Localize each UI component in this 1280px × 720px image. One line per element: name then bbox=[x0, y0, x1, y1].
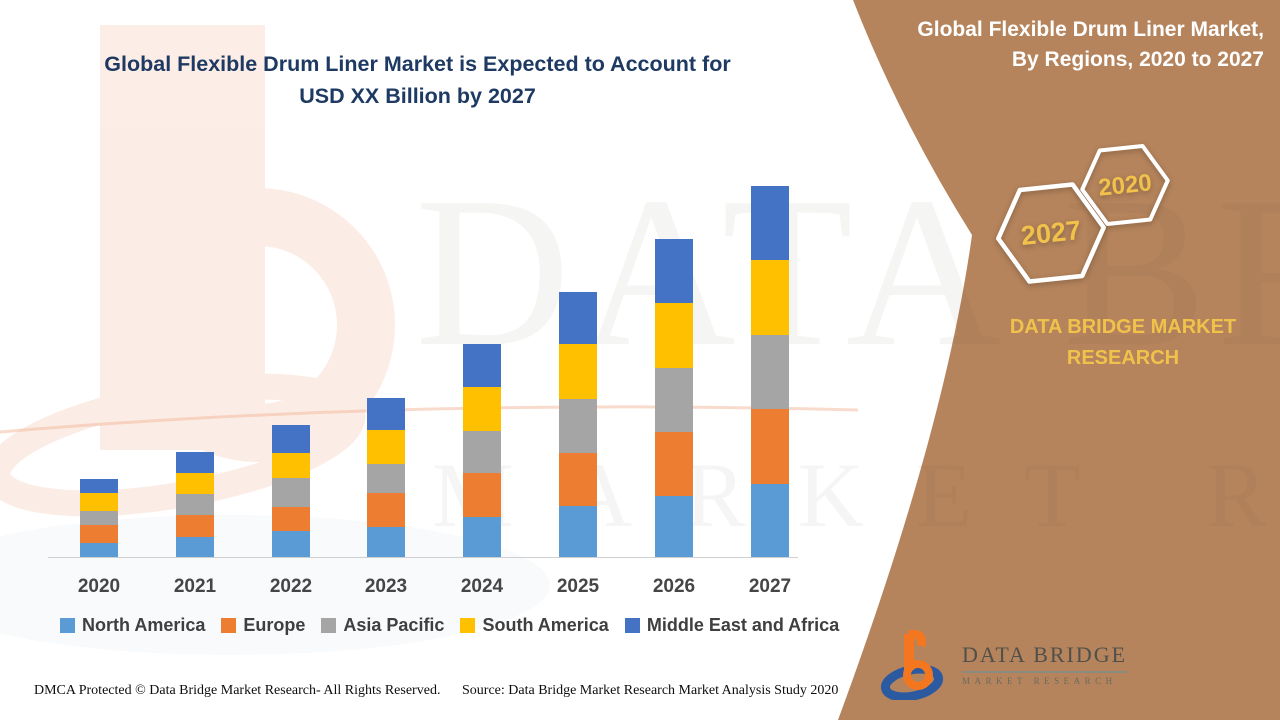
logo-subtitle: MARKET RESEARCH bbox=[962, 676, 1117, 686]
legend-item-asia-pacific: Asia Pacific bbox=[321, 615, 444, 636]
legend-label: Europe bbox=[243, 615, 306, 635]
brand-line1: DATA BRIDGE MARKET bbox=[1009, 316, 1237, 338]
legend-item-north-america: North America bbox=[60, 615, 205, 636]
legend-label: Middle East and Africa bbox=[646, 615, 840, 635]
company-logo-text: DATA BRIDGE MARKET RESEARCH bbox=[962, 628, 1128, 686]
chart-title-line2: USD XX Billion by 2027 bbox=[299, 84, 536, 108]
legend-swatch bbox=[460, 618, 476, 633]
legend-label: Asia Pacific bbox=[343, 615, 445, 635]
hexagon-2020-label: 2020 bbox=[1097, 169, 1153, 201]
x-axis-line bbox=[48, 557, 798, 558]
brand-wordmark: DATA BRIDGE MARKET RESEARCH bbox=[973, 312, 1273, 374]
brand-line2: RESEARCH bbox=[1066, 347, 1180, 369]
panel-title-line2: By Regions, 2020 to 2027 bbox=[1011, 48, 1264, 71]
logo-b-bowl bbox=[903, 660, 933, 690]
legend-item-europe: Europe bbox=[221, 615, 305, 636]
legend-swatch bbox=[624, 618, 640, 633]
chart-title-line1: Global Flexible Drum Liner Market is Exp… bbox=[104, 52, 731, 76]
logo-b-hook bbox=[908, 630, 926, 647]
hexagon-2027-label: 2027 bbox=[1020, 215, 1083, 251]
legend-item-south-america: South America bbox=[460, 615, 609, 636]
legend-swatch bbox=[221, 618, 237, 633]
source-note: Source: Data Bridge Market Research Mark… bbox=[462, 683, 839, 698]
hexagon-2027 bbox=[996, 182, 1106, 284]
panel-title-line1: Global Flexible Drum Liner Market, bbox=[917, 18, 1264, 41]
legend-label: North America bbox=[82, 615, 206, 635]
logo-title: DATA BRIDGE bbox=[962, 642, 1128, 673]
panel-title: Global Flexible Drum Liner Market, By Re… bbox=[917, 15, 1264, 75]
legend-label: South America bbox=[482, 615, 609, 635]
company-logo-icon bbox=[880, 630, 944, 700]
hexagon-2020 bbox=[1080, 143, 1170, 227]
chart-title: Global Flexible Drum Liner Market is Exp… bbox=[60, 48, 775, 112]
company-logo: DATA BRIDGE MARKET RESEARCH bbox=[878, 628, 1128, 700]
legend-item-middle-east-and-africa: Middle East and Africa bbox=[624, 615, 840, 636]
dmca-notice: DMCA Protected © Data Bridge Market Rese… bbox=[34, 683, 441, 698]
legend-swatch bbox=[60, 618, 75, 633]
legend-swatch bbox=[321, 618, 337, 633]
chart-legend: North America Europe Asia Pacific South Ame… bbox=[60, 615, 839, 636]
